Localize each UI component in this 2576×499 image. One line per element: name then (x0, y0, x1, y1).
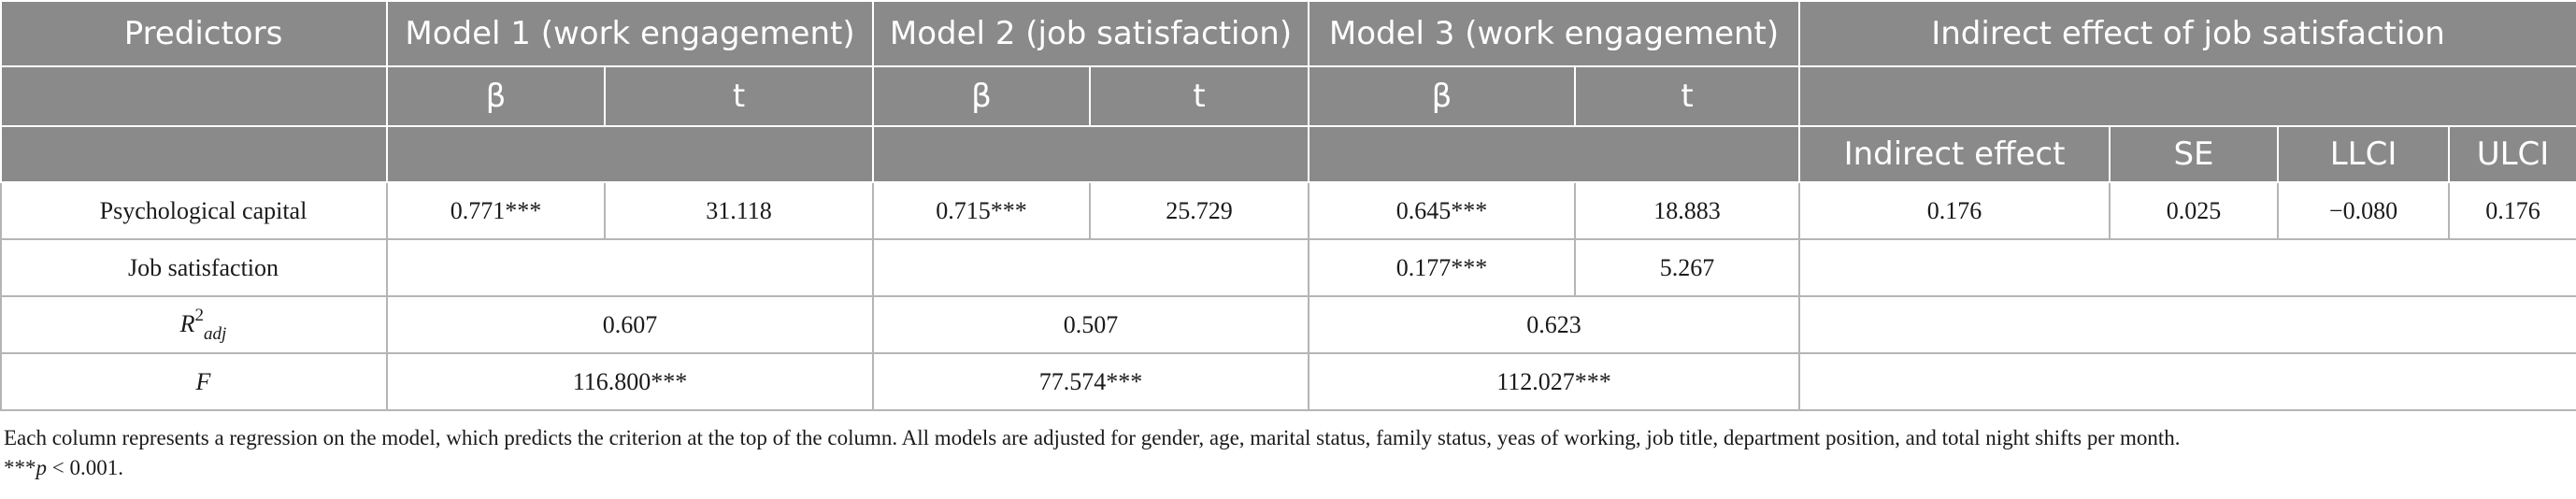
header-empty-cell (386, 125, 874, 183)
empty-cell (1798, 352, 2576, 411)
header-row-1: Predictors Model 1 (work engagement) Mod… (0, 0, 2576, 67)
model-1-f-cell: 116.800*** (386, 352, 874, 411)
se-cell: 0.025 (2109, 181, 2280, 240)
model-3-beta-cell: 0.645*** (1308, 181, 1577, 240)
footnote-line-1: Each column represents a regression on t… (4, 426, 2181, 449)
model-3-t-cell: 18.883 (1574, 181, 1801, 240)
footnote-threshold: < 0.001. (47, 456, 123, 479)
model-2-beta-cell: 0.715*** (872, 181, 1091, 240)
empty-cell (1798, 238, 2576, 297)
model-3-f-cell: 112.027*** (1308, 352, 1801, 411)
header-ulci: ULCI (2448, 125, 2576, 183)
header-model-2-t: t (1088, 65, 1310, 127)
model-2-f-cell: 77.574*** (871, 352, 1310, 411)
header-indirect-effect-group: Indirect effect of job satisfaction (1798, 0, 2576, 67)
empty-cell (386, 238, 874, 297)
header-model-1-beta: β (386, 65, 606, 127)
footnote-stars: *** (4, 456, 36, 479)
ulci-cell: 0.176 (2448, 181, 2576, 240)
header-empty-cell (1798, 65, 2576, 127)
footnote-p: p (36, 456, 48, 479)
footnote-line-2: ***p < 0.001. (4, 453, 2574, 483)
r2-symbol: R (179, 309, 195, 337)
indirect-effect-cell: 0.176 (1798, 181, 2111, 240)
r2-subscript: adj (204, 323, 227, 344)
table-row-f-statistic: F 116.800*** 77.574*** 112.027*** (0, 352, 2576, 411)
llci-cell: −0.080 (2277, 181, 2451, 240)
header-empty-cell (871, 125, 1310, 183)
table-row-psychological-capital: Psychological capital 0.771*** 31.118 0.… (0, 181, 2576, 240)
row-label: Job satisfaction (0, 238, 388, 297)
model-1-t-cell: 31.118 (604, 181, 874, 240)
header-indirect-effect: Indirect effect (1798, 125, 2111, 183)
header-model-3: Model 3 (work engagement) (1308, 0, 1801, 67)
header-llci: LLCI (2277, 125, 2451, 183)
model-3-beta-cell: 0.177*** (1308, 238, 1577, 297)
header-row-3: Indirect effect SE LLCI ULCI (0, 125, 2576, 183)
header-row-2: β t β t β t (0, 65, 2576, 127)
model-3-r2-cell: 0.623 (1308, 295, 1801, 354)
header-model-2: Model 2 (job satisfaction) (871, 0, 1310, 67)
header-predictors: Predictors (0, 0, 388, 67)
row-label-r2-adj: R2adj (0, 295, 388, 354)
model-1-r2-cell: 0.607 (386, 295, 874, 354)
header-model-1-t: t (604, 65, 874, 127)
table-footnote: Each column represents a regression on t… (4, 423, 2574, 483)
header-model-3-beta: β (1308, 65, 1577, 127)
table-row-r2-adjusted: R2adj 0.607 0.507 0.623 (0, 295, 2576, 354)
empty-cell (1798, 295, 2576, 354)
table-row-job-satisfaction: Job satisfaction 0.177*** 5.267 (0, 238, 2576, 297)
model-2-r2-cell: 0.507 (871, 295, 1310, 354)
header-se: SE (2109, 125, 2280, 183)
empty-cell (871, 238, 1310, 297)
header-empty-cell (1308, 125, 1801, 183)
row-label: Psychological capital (0, 181, 388, 240)
header-empty-cell (0, 125, 388, 183)
model-1-beta-cell: 0.771*** (386, 181, 606, 240)
header-model-1: Model 1 (work engagement) (386, 0, 874, 67)
regression-table: Predictors Model 1 (work engagement) Mod… (0, 0, 2576, 411)
row-label: F (0, 352, 388, 411)
model-2-t-cell: 25.729 (1088, 181, 1310, 240)
r2-superscript: 2 (194, 305, 205, 325)
header-model-3-t: t (1574, 65, 1801, 127)
model-3-t-cell: 5.267 (1574, 238, 1801, 297)
header-empty-cell (0, 65, 388, 127)
header-model-2-beta: β (872, 65, 1091, 127)
